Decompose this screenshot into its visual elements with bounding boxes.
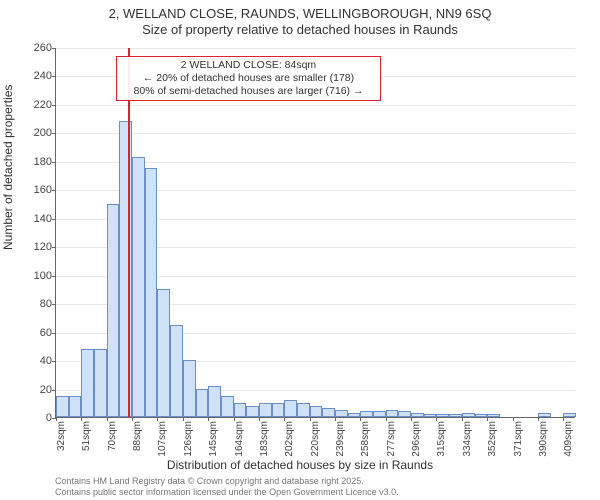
histogram-bar xyxy=(563,413,576,417)
x-tick-label: 126sqm xyxy=(183,421,194,457)
grid-line xyxy=(56,105,575,106)
histogram-bar xyxy=(449,414,462,417)
histogram-bar xyxy=(145,168,158,417)
histogram-bar xyxy=(373,411,386,417)
x-tick-label: 220sqm xyxy=(310,421,321,457)
histogram-bar xyxy=(284,400,297,417)
histogram-bar xyxy=(69,396,82,417)
histogram-bar xyxy=(94,349,107,417)
title-block: 2, WELLAND CLOSE, RAUNDS, WELLINGBOROUGH… xyxy=(0,0,600,39)
histogram-bar xyxy=(259,403,272,417)
y-tick-label: 200 xyxy=(34,127,56,139)
histogram-bar xyxy=(56,396,69,417)
y-axis-label-text: Number of detached properties xyxy=(1,85,15,250)
y-tick-label: 0 xyxy=(46,412,56,424)
x-tick-label: 334sqm xyxy=(462,421,473,457)
histogram-bar xyxy=(183,360,196,417)
histogram-bar xyxy=(436,414,449,417)
y-tick-label: 20 xyxy=(40,384,56,396)
x-tick-label: 145sqm xyxy=(208,421,219,457)
histogram-bar xyxy=(246,406,259,417)
histogram-bar xyxy=(475,414,488,417)
grid-line xyxy=(56,133,575,134)
histogram-bar xyxy=(424,414,437,417)
histogram-bar xyxy=(487,414,500,417)
histogram-bar xyxy=(386,410,399,417)
footer-line1: Contains HM Land Registry data © Crown c… xyxy=(55,476,399,487)
plot-area: 02040608010012014016018020022024026032sq… xyxy=(55,48,575,418)
x-tick-label: 32sqm xyxy=(56,421,67,451)
histogram-bar xyxy=(157,289,170,417)
y-tick-label: 80 xyxy=(40,298,56,310)
histogram-bar xyxy=(322,408,335,417)
marker-vline xyxy=(128,48,130,417)
y-tick-label: 100 xyxy=(34,270,56,282)
x-tick-label: 88sqm xyxy=(132,421,143,451)
histogram-bar xyxy=(208,386,221,417)
annotation-line: 2 WELLAND CLOSE: 84sqm xyxy=(121,59,376,72)
x-tick-label: 51sqm xyxy=(81,421,92,451)
x-tick-label: 107sqm xyxy=(157,421,168,457)
x-tick-label: 202sqm xyxy=(284,421,295,457)
histogram-bar xyxy=(132,157,145,417)
annotation-line: ← 20% of detached houses are smaller (17… xyxy=(121,72,376,85)
y-tick-label: 260 xyxy=(34,42,56,54)
histogram-bar xyxy=(119,121,132,417)
histogram-bar xyxy=(81,349,94,417)
histogram-bar xyxy=(170,325,183,418)
histogram-bar xyxy=(310,406,323,417)
x-tick-label: 352sqm xyxy=(487,421,498,457)
histogram-bar xyxy=(462,413,475,417)
x-tick-label: 409sqm xyxy=(563,421,574,457)
y-axis-label: Number of detached properties xyxy=(1,85,15,250)
y-tick-label: 180 xyxy=(34,156,56,168)
histogram-bar xyxy=(348,413,361,417)
footer: Contains HM Land Registry data © Crown c… xyxy=(55,476,399,498)
histogram-bar xyxy=(411,413,424,417)
y-tick-label: 40 xyxy=(40,355,56,367)
histogram-bar xyxy=(335,410,348,417)
histogram-bar xyxy=(360,411,373,417)
histogram-bar xyxy=(272,403,285,417)
grid-line xyxy=(56,48,575,49)
histogram-bar xyxy=(538,413,551,417)
x-tick-label: 183sqm xyxy=(259,421,270,457)
histogram-bar xyxy=(107,204,120,417)
x-tick-label: 70sqm xyxy=(107,421,118,451)
x-tick-label: 296sqm xyxy=(411,421,422,457)
y-tick-label: 60 xyxy=(40,327,56,339)
histogram-bar xyxy=(398,411,411,417)
y-tick-label: 120 xyxy=(34,241,56,253)
histogram-bar xyxy=(297,403,310,417)
y-tick-label: 220 xyxy=(34,99,56,111)
histogram-bar xyxy=(221,396,234,417)
chart-container: 2, WELLAND CLOSE, RAUNDS, WELLINGBOROUGH… xyxy=(0,0,600,500)
x-tick-label: 164sqm xyxy=(234,421,245,457)
x-axis-label: Distribution of detached houses by size … xyxy=(167,458,433,472)
annotation-line: 80% of semi-detached houses are larger (… xyxy=(121,85,376,98)
x-tick-label: 390sqm xyxy=(538,421,549,457)
x-tick-label: 239sqm xyxy=(335,421,346,457)
y-tick-label: 140 xyxy=(34,213,56,225)
y-tick-label: 160 xyxy=(34,184,56,196)
y-tick-label: 240 xyxy=(34,70,56,82)
annotation-box: 2 WELLAND CLOSE: 84sqm← 20% of detached … xyxy=(116,56,381,101)
title-line2: Size of property relative to detached ho… xyxy=(0,22,600,38)
x-tick-label: 315sqm xyxy=(436,421,447,457)
footer-line2: Contains public sector information licen… xyxy=(55,487,399,498)
title-line1: 2, WELLAND CLOSE, RAUNDS, WELLINGBOROUGH… xyxy=(0,6,600,22)
x-tick-label: 371sqm xyxy=(513,421,524,457)
x-tick-label: 258sqm xyxy=(360,421,371,457)
x-tick-label: 277sqm xyxy=(386,421,397,457)
histogram-bar xyxy=(234,403,247,417)
histogram-bar xyxy=(196,389,209,417)
